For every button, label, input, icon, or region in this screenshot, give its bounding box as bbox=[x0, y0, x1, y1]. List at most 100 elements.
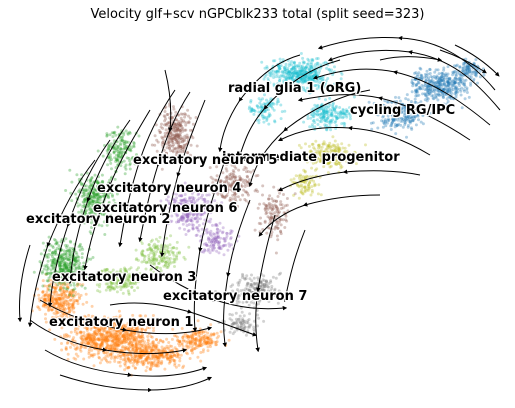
cell-point bbox=[329, 112, 333, 115]
cell-point bbox=[115, 323, 119, 327]
cell-point bbox=[111, 335, 115, 339]
cell-point bbox=[76, 204, 80, 208]
cell-point bbox=[107, 330, 111, 334]
cell-point bbox=[91, 341, 95, 345]
cell-point bbox=[152, 362, 155, 366]
cell-point bbox=[161, 340, 165, 344]
cell-point bbox=[96, 337, 100, 341]
cell-point bbox=[53, 337, 57, 341]
cell-point bbox=[94, 342, 98, 346]
cell-point bbox=[153, 143, 157, 147]
cell-point bbox=[334, 124, 338, 127]
cell-point bbox=[74, 255, 78, 259]
cell-point bbox=[171, 251, 175, 255]
cell-point bbox=[116, 328, 120, 332]
cell-point bbox=[108, 159, 112, 162]
cell-point bbox=[85, 324, 89, 328]
cell-point bbox=[240, 319, 244, 323]
cell-point bbox=[124, 338, 128, 342]
cell-point bbox=[296, 64, 300, 68]
cell-point bbox=[126, 353, 130, 357]
cell-point bbox=[99, 332, 103, 336]
cell-point bbox=[112, 338, 116, 342]
cell-point bbox=[227, 177, 231, 181]
cell-point bbox=[187, 114, 190, 118]
cell-point bbox=[111, 329, 115, 333]
cell-point bbox=[313, 103, 317, 107]
cell-point bbox=[90, 339, 94, 343]
cell-point bbox=[101, 344, 105, 347]
cell-point bbox=[79, 331, 83, 335]
cell-point bbox=[278, 191, 282, 195]
cell-point bbox=[173, 126, 177, 129]
cell-point bbox=[175, 246, 179, 250]
cell-point bbox=[289, 63, 293, 67]
cell-point bbox=[129, 345, 132, 349]
cell-point bbox=[160, 167, 164, 171]
cell-point bbox=[122, 340, 126, 344]
cell-point bbox=[113, 359, 117, 363]
cell-point bbox=[154, 343, 158, 347]
cell-point bbox=[226, 248, 230, 252]
cell-point bbox=[98, 343, 102, 347]
cell-point bbox=[106, 335, 110, 339]
cell-point bbox=[190, 219, 194, 223]
cell-point bbox=[100, 358, 104, 362]
cell-point bbox=[89, 334, 93, 337]
cell-point bbox=[118, 333, 122, 337]
cell-point bbox=[32, 270, 36, 274]
cell-point bbox=[90, 304, 94, 308]
cell-point bbox=[141, 335, 145, 339]
cell-point bbox=[165, 236, 169, 240]
cell-point bbox=[105, 339, 109, 343]
cell-point bbox=[94, 325, 97, 329]
cell-point bbox=[99, 332, 103, 336]
cell-point bbox=[105, 331, 109, 335]
cell-point bbox=[104, 326, 107, 330]
cell-point bbox=[85, 336, 89, 340]
cell-point bbox=[66, 334, 69, 337]
cell-point bbox=[127, 348, 131, 352]
cell-point bbox=[199, 351, 203, 354]
cell-point bbox=[107, 321, 111, 325]
cell-point bbox=[75, 173, 79, 177]
cell-point bbox=[276, 238, 280, 242]
cell-point bbox=[112, 151, 116, 155]
cell-point bbox=[141, 362, 145, 366]
cell-point bbox=[162, 264, 166, 268]
cell-point bbox=[96, 348, 100, 352]
cell-point bbox=[108, 330, 112, 334]
cell-point bbox=[185, 136, 189, 140]
cell-point bbox=[196, 319, 200, 323]
cell-point bbox=[151, 323, 155, 327]
cell-point bbox=[123, 336, 127, 340]
cell-point bbox=[139, 334, 143, 338]
cell-point bbox=[111, 339, 115, 343]
cell-point bbox=[128, 148, 132, 152]
cell-point bbox=[92, 330, 96, 334]
cell-point bbox=[120, 341, 124, 345]
cell-point bbox=[284, 214, 288, 218]
cell-point bbox=[99, 343, 103, 347]
cell-point bbox=[259, 222, 263, 226]
cell-point bbox=[197, 223, 201, 227]
cell-point bbox=[169, 234, 173, 238]
cell-point bbox=[265, 66, 269, 70]
cell-point bbox=[86, 340, 90, 344]
cell-point bbox=[128, 336, 132, 340]
cell-point bbox=[316, 192, 320, 196]
cell-point bbox=[102, 356, 106, 360]
cell-point bbox=[319, 193, 323, 197]
cell-point bbox=[139, 336, 143, 340]
cell-point bbox=[107, 344, 111, 348]
cell-point bbox=[241, 193, 245, 197]
cell-point bbox=[52, 266, 55, 270]
cell-point bbox=[150, 248, 154, 252]
cell-point bbox=[87, 339, 91, 343]
cell-point bbox=[122, 335, 125, 339]
cell-point bbox=[125, 340, 128, 344]
cell-point bbox=[131, 344, 135, 348]
cell-point bbox=[296, 183, 300, 187]
cell-point bbox=[94, 325, 98, 329]
cell-point bbox=[310, 65, 313, 69]
